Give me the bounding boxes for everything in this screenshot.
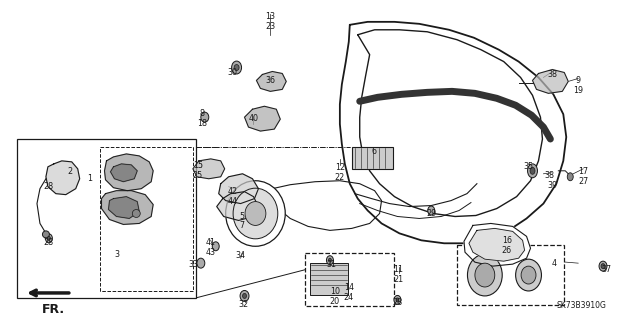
Text: 28: 28 [44, 238, 54, 247]
Text: 33: 33 [189, 260, 199, 269]
Text: 14: 14 [344, 283, 354, 292]
Text: 44: 44 [228, 197, 237, 206]
Ellipse shape [599, 261, 607, 271]
Ellipse shape [42, 231, 49, 238]
Ellipse shape [516, 259, 541, 291]
Text: 31: 31 [327, 260, 337, 269]
Ellipse shape [47, 236, 51, 240]
Ellipse shape [428, 206, 435, 215]
Ellipse shape [201, 112, 209, 122]
Ellipse shape [326, 256, 333, 265]
Ellipse shape [212, 242, 220, 251]
Text: 18: 18 [197, 119, 207, 128]
Text: 28: 28 [44, 182, 54, 191]
Polygon shape [111, 164, 138, 182]
Text: 34: 34 [236, 251, 246, 260]
Text: 38: 38 [545, 171, 554, 180]
Ellipse shape [240, 291, 249, 301]
Text: 25: 25 [193, 171, 203, 180]
Text: 42: 42 [228, 187, 237, 196]
Polygon shape [193, 159, 225, 179]
Ellipse shape [601, 263, 605, 269]
Text: 1: 1 [87, 174, 92, 183]
Ellipse shape [394, 295, 401, 304]
Polygon shape [217, 192, 259, 220]
Text: 24: 24 [344, 293, 354, 302]
Polygon shape [244, 106, 280, 131]
Text: 16: 16 [502, 236, 512, 245]
Text: 8: 8 [199, 109, 204, 118]
Text: 36: 36 [266, 77, 275, 85]
Ellipse shape [226, 181, 285, 246]
Ellipse shape [396, 298, 399, 302]
Text: 17: 17 [578, 167, 588, 176]
Text: 32: 32 [239, 300, 248, 309]
Text: 37: 37 [601, 265, 611, 274]
Text: 15: 15 [193, 161, 203, 170]
Ellipse shape [328, 258, 332, 262]
Ellipse shape [232, 61, 241, 74]
Text: FR.: FR. [42, 303, 65, 316]
Text: 6: 6 [371, 147, 376, 156]
Text: 28: 28 [392, 298, 403, 307]
Text: 40: 40 [248, 114, 259, 123]
Bar [100, 147, 193, 291]
Ellipse shape [530, 167, 535, 174]
Ellipse shape [132, 210, 140, 218]
Ellipse shape [245, 202, 266, 226]
Text: 41: 41 [206, 238, 216, 247]
Text: 23: 23 [266, 22, 275, 31]
Text: 2: 2 [67, 167, 72, 176]
Text: 27: 27 [578, 177, 588, 186]
Text: 12: 12 [335, 163, 345, 172]
Ellipse shape [234, 64, 239, 70]
Text: 11: 11 [394, 265, 403, 274]
Polygon shape [469, 228, 525, 261]
Text: 29: 29 [426, 209, 436, 218]
Polygon shape [102, 191, 153, 225]
Bar [457, 245, 564, 305]
Polygon shape [532, 70, 568, 93]
Text: 21: 21 [394, 275, 403, 284]
Ellipse shape [475, 263, 495, 287]
Ellipse shape [467, 254, 502, 296]
Text: 3: 3 [115, 250, 120, 259]
Ellipse shape [45, 234, 52, 243]
Polygon shape [219, 174, 259, 204]
Polygon shape [104, 154, 153, 191]
Ellipse shape [233, 188, 278, 239]
Ellipse shape [527, 164, 538, 178]
Text: 20: 20 [330, 297, 340, 306]
Bar [352, 147, 394, 169]
Text: 7: 7 [239, 221, 244, 230]
Text: 35: 35 [524, 162, 534, 171]
Polygon shape [257, 71, 286, 91]
Polygon shape [109, 197, 140, 219]
Bar [305, 253, 394, 306]
Ellipse shape [243, 293, 246, 298]
Ellipse shape [567, 173, 573, 181]
Text: 22: 22 [335, 173, 345, 182]
Text: 19: 19 [573, 86, 583, 95]
Polygon shape [464, 223, 531, 266]
Bar [17, 139, 196, 298]
Text: 5: 5 [239, 211, 244, 220]
Text: 26: 26 [502, 246, 512, 255]
Text: 13: 13 [266, 12, 275, 21]
Text: 10: 10 [330, 287, 340, 296]
Text: 4: 4 [552, 259, 557, 268]
Text: 30: 30 [228, 68, 237, 77]
Bar [310, 263, 348, 295]
Text: SK73B3910G: SK73B3910G [556, 301, 606, 310]
Text: 9: 9 [575, 77, 580, 85]
Polygon shape [46, 161, 80, 195]
Ellipse shape [521, 266, 536, 284]
Text: 38: 38 [547, 70, 557, 78]
Ellipse shape [197, 258, 205, 268]
Text: 43: 43 [206, 248, 216, 257]
Text: 39: 39 [547, 181, 557, 190]
